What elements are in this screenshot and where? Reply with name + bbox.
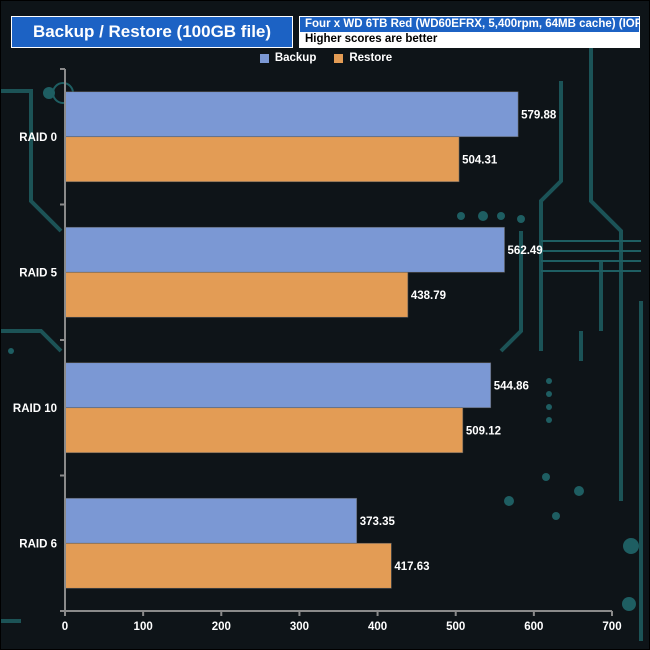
category-label: RAID 6 (19, 538, 57, 550)
bar-raid-6-restore (64, 542, 392, 589)
legend-item-backup: Backup (259, 49, 317, 67)
bar-raid-5-restore (64, 271, 409, 318)
legend-swatch-backup (259, 53, 269, 63)
subtitle-box: Four x WD 6TB Red (WD60EFRX, 5,400rpm, 6… (299, 16, 640, 48)
category-label: RAID 10 (13, 403, 57, 415)
legend-swatch-restore (334, 53, 344, 63)
bar-raid-0-backup (64, 91, 519, 138)
chart-note: Higher scores are better (300, 32, 639, 47)
data-label-raid-10-restore: 509.12 (466, 425, 501, 437)
x-tick-label: 100 (134, 621, 153, 633)
bar-raid-10-restore (64, 407, 464, 454)
chart-subtitle: Four x WD 6TB Red (WD60EFRX, 5,400rpm, 6… (300, 17, 639, 32)
bar-raid-5-backup (64, 226, 505, 273)
data-label-raid-0-backup: 579.88 (521, 109, 557, 121)
bar-raid-0-restore (64, 136, 460, 183)
x-tick-label: 0 (62, 621, 68, 633)
data-label-raid-10-backup: 544.86 (494, 380, 529, 392)
data-label-raid-0-restore: 504.31 (462, 154, 498, 166)
legend-label-backup: Backup (274, 52, 317, 64)
data-label-raid-5-restore: 438.79 (411, 290, 446, 302)
legend-label-restore: Restore (349, 52, 393, 64)
legend: Backup Restore (1, 49, 649, 67)
x-tick-label: 600 (524, 621, 543, 633)
bar-raid-10-backup (64, 362, 492, 409)
bar-raid-6-backup (64, 497, 358, 544)
data-label-raid-6-restore: 417.63 (394, 561, 429, 573)
x-tick-label: 300 (290, 621, 309, 633)
data-label-raid-6-backup: 373.35 (360, 516, 396, 528)
chart-title: Backup / Restore (100GB file) (11, 16, 293, 48)
x-tick-label: 700 (602, 621, 621, 633)
x-tick-label: 400 (368, 621, 387, 633)
legend-item-restore: Restore (334, 49, 392, 67)
data-label-raid-5-backup: 562.49 (508, 245, 543, 257)
category-label: RAID 5 (19, 267, 57, 279)
category-label: RAID 0 (19, 132, 57, 144)
x-tick-label: 500 (446, 621, 465, 633)
x-tick-label: 200 (212, 621, 231, 633)
